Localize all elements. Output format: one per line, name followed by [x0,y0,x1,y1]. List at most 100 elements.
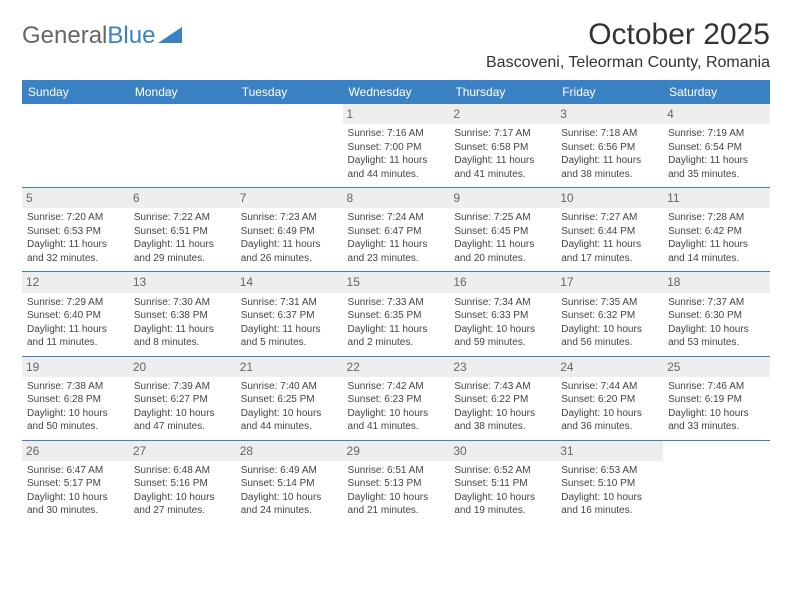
calendar-cell: 8 Sunrise: 7:24 AMSunset: 6:47 PMDaylight… [343,188,450,272]
day-sun-info: Sunrise: 7:22 AMSunset: 6:51 PMDaylight:… [134,211,231,265]
calendar-cell: 0 [236,104,343,188]
day-number: 31 [556,441,663,461]
calendar-cell: 31 Sunrise: 6:53 AMSunset: 5:10 PMDayligh… [556,440,663,524]
calendar-cell: 16 Sunrise: 7:34 AMSunset: 6:33 PMDayligh… [449,272,556,356]
day-sun-info: Sunrise: 7:43 AMSunset: 6:22 PMDaylight:… [454,380,551,434]
day-number: 25 [663,357,770,377]
calendar-cell: 20 Sunrise: 7:39 AMSunset: 6:27 PMDayligh… [129,356,236,440]
weekday-header: Thursday [449,80,556,104]
location-label: Bascoveni, Teleorman County, Romania [486,54,770,72]
calendar-header-row: SundayMondayTuesdayWednesdayThursdayFrid… [22,80,770,104]
calendar-week-row: 26 Sunrise: 6:47 AMSunset: 5:17 PMDayligh… [22,440,770,524]
day-sun-info: Sunrise: 7:28 AMSunset: 6:42 PMDaylight:… [668,211,765,265]
calendar-cell: 26 Sunrise: 6:47 AMSunset: 5:17 PMDayligh… [22,440,129,524]
weekday-header: Wednesday [343,80,450,104]
day-number: 5 [22,188,129,208]
calendar-cell: 4Sunrise: 7:19 AMSunset: 6:54 PMDaylight… [663,104,770,188]
day-sun-info: Sunrise: 7:27 AMSunset: 6:44 PMDaylight:… [561,211,658,265]
day-sun-info: Sunrise: 7:19 AMSunset: 6:54 PMDaylight:… [668,127,765,181]
calendar-cell: 2Sunrise: 7:17 AMSunset: 6:58 PMDaylight… [449,104,556,188]
calendar-cell: 1 Sunrise: 7:16 AMSunset: 7:00 PMDaylight… [343,104,450,188]
day-sun-info: Sunrise: 6:53 AMSunset: 5:10 PMDaylight:… [561,464,658,518]
day-number: 30 [449,441,556,461]
calendar-cell: 17 Sunrise: 7:35 AMSunset: 6:32 PMDayligh… [556,272,663,356]
day-number: 12 [22,272,129,292]
day-sun-info: Sunrise: 6:52 AMSunset: 5:11 PMDaylight:… [454,464,551,518]
calendar-cell: 0 [663,440,770,524]
calendar-cell: 18 Sunrise: 7:37 AMSunset: 6:30 PMDayligh… [663,272,770,356]
day-sun-info: Sunrise: 6:47 AMSunset: 5:17 PMDaylight:… [27,464,124,518]
calendar-week-row: 12 Sunrise: 7:29 AMSunset: 6:40 PMDayligh… [22,272,770,356]
weekday-header: Tuesday [236,80,343,104]
day-number: 6 [129,188,236,208]
day-sun-info: Sunrise: 7:39 AMSunset: 6:27 PMDaylight:… [134,380,231,434]
day-sun-info: Sunrise: 6:49 AMSunset: 5:14 PMDaylight:… [241,464,338,518]
calendar-cell: 19 Sunrise: 7:38 AMSunset: 6:28 PMDayligh… [22,356,129,440]
day-number: 1 [343,104,450,124]
day-number: 13 [129,272,236,292]
calendar-cell: 11Sunrise: 7:28 AMSunset: 6:42 PMDayligh… [663,188,770,272]
title-block: October 2025 Bascoveni, Teleorman County… [486,18,770,72]
calendar-cell: 22 Sunrise: 7:42 AMSunset: 6:23 PMDayligh… [343,356,450,440]
day-number: 27 [129,441,236,461]
day-number: 8 [343,188,450,208]
day-sun-info: Sunrise: 7:37 AMSunset: 6:30 PMDaylight:… [668,296,765,350]
calendar-week-row: 0001Sunrise: 7:16 AMSunset: 7:00 PMDayli… [22,104,770,188]
weekday-header: Saturday [663,80,770,104]
day-number: 7 [236,188,343,208]
day-sun-info: Sunrise: 7:25 AMSunset: 6:45 PMDaylight:… [454,211,551,265]
calendar-cell: 3 Sunrise: 7:18 AMSunset: 6:56 PMDaylight… [556,104,663,188]
calendar-cell: 30 Sunrise: 6:52 AMSunset: 5:11 PMDayligh… [449,440,556,524]
day-sun-info: Sunrise: 7:18 AMSunset: 6:56 PMDaylight:… [561,127,658,181]
calendar-cell: 5Sunrise: 7:20 AMSunset: 6:53 PMDaylight… [22,188,129,272]
day-number: 21 [236,357,343,377]
calendar-cell: 9 Sunrise: 7:25 AMSunset: 6:45 PMDaylight… [449,188,556,272]
calendar-cell: 28Sunrise: 6:49 AMSunset: 5:14 PMDayligh… [236,440,343,524]
calendar-week-row: 5Sunrise: 7:20 AMSunset: 6:53 PMDaylight… [22,188,770,272]
logo-text-blue: Blue [107,22,155,50]
day-sun-info: Sunrise: 7:38 AMSunset: 6:28 PMDaylight:… [27,380,124,434]
calendar-cell: 27 Sunrise: 6:48 AMSunset: 5:16 PMDayligh… [129,440,236,524]
day-sun-info: Sunrise: 7:30 AMSunset: 6:38 PMDaylight:… [134,296,231,350]
day-number: 15 [343,272,450,292]
month-title: October 2025 [486,18,770,52]
day-number: 22 [343,357,450,377]
day-sun-info: Sunrise: 7:29 AMSunset: 6:40 PMDaylight:… [27,296,124,350]
logo-triangle-icon [158,22,184,50]
calendar-cell: 25Sunrise: 7:46 AMSunset: 6:19 PMDayligh… [663,356,770,440]
day-sun-info: Sunrise: 7:35 AMSunset: 6:32 PMDaylight:… [561,296,658,350]
day-number: 19 [22,357,129,377]
weekday-header: Sunday [22,80,129,104]
calendar-cell: 12 Sunrise: 7:29 AMSunset: 6:40 PMDayligh… [22,272,129,356]
day-number: 18 [663,272,770,292]
day-number: 26 [22,441,129,461]
day-sun-info: Sunrise: 7:44 AMSunset: 6:20 PMDaylight:… [561,380,658,434]
day-number: 23 [449,357,556,377]
calendar-table: SundayMondayTuesdayWednesdayThursdayFrid… [22,80,770,524]
day-sun-info: Sunrise: 6:51 AMSunset: 5:13 PMDaylight:… [348,464,445,518]
day-number: 16 [449,272,556,292]
logo-text-general: General [22,22,107,50]
weekday-header: Friday [556,80,663,104]
day-sun-info: Sunrise: 7:24 AMSunset: 6:47 PMDaylight:… [348,211,445,265]
day-sun-info: Sunrise: 7:31 AMSunset: 6:37 PMDaylight:… [241,296,338,350]
calendar-cell: 6 Sunrise: 7:22 AMSunset: 6:51 PMDaylight… [129,188,236,272]
day-sun-info: Sunrise: 7:17 AMSunset: 6:58 PMDaylight:… [454,127,551,181]
calendar-cell: 14Sunrise: 7:31 AMSunset: 6:37 PMDayligh… [236,272,343,356]
calendar-cell: 0 [129,104,236,188]
day-number: 3 [556,104,663,124]
day-number: 9 [449,188,556,208]
calendar-cell: 10 Sunrise: 7:27 AMSunset: 6:44 PMDayligh… [556,188,663,272]
day-sun-info: Sunrise: 6:48 AMSunset: 5:16 PMDaylight:… [134,464,231,518]
day-sun-info: Sunrise: 7:34 AMSunset: 6:33 PMDaylight:… [454,296,551,350]
day-number: 20 [129,357,236,377]
calendar-cell: 0 [22,104,129,188]
day-sun-info: Sunrise: 7:42 AMSunset: 6:23 PMDaylight:… [348,380,445,434]
day-sun-info: Sunrise: 7:33 AMSunset: 6:35 PMDaylight:… [348,296,445,350]
day-sun-info: Sunrise: 7:40 AMSunset: 6:25 PMDaylight:… [241,380,338,434]
day-number: 10 [556,188,663,208]
day-sun-info: Sunrise: 7:23 AMSunset: 6:49 PMDaylight:… [241,211,338,265]
calendar-week-row: 19 Sunrise: 7:38 AMSunset: 6:28 PMDayligh… [22,356,770,440]
day-number: 17 [556,272,663,292]
day-sun-info: Sunrise: 7:16 AMSunset: 7:00 PMDaylight:… [348,127,445,181]
